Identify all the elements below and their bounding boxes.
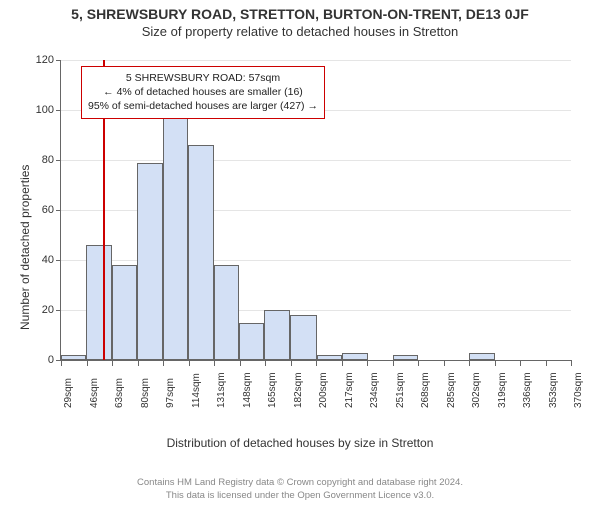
marker-callout: 5 SHREWSBURY ROAD: 57sqm← 4% of detached… xyxy=(81,66,325,119)
x-tick-label: 353sqm xyxy=(548,372,559,408)
x-tick-label: 63sqm xyxy=(114,378,125,408)
x-tick-label: 200sqm xyxy=(318,372,329,408)
x-tick-label: 80sqm xyxy=(140,378,151,408)
histogram-bar xyxy=(317,355,342,360)
histogram-bar xyxy=(112,265,137,360)
histogram-bar xyxy=(86,245,111,360)
histogram-bar xyxy=(163,115,188,360)
y-tick-label: 0 xyxy=(24,354,54,366)
gridline xyxy=(61,60,571,61)
y-tick-label: 60 xyxy=(24,204,54,216)
histogram-bar xyxy=(290,315,317,360)
gridline xyxy=(61,160,571,161)
x-tick-label: 182sqm xyxy=(293,372,304,408)
y-tick-label: 40 xyxy=(24,254,54,266)
histogram-bar xyxy=(469,353,494,361)
x-tick-label: 302sqm xyxy=(471,372,482,408)
x-tick-label: 114sqm xyxy=(191,373,202,408)
x-tick-label: 234sqm xyxy=(369,372,380,408)
histogram-bar xyxy=(264,310,289,360)
x-tick-label: 336sqm xyxy=(522,372,533,408)
x-tick-label: 165sqm xyxy=(267,372,278,408)
x-tick-label: 268sqm xyxy=(420,372,431,408)
page-subtitle: Size of property relative to detached ho… xyxy=(0,24,600,39)
y-tick-label: 80 xyxy=(24,154,54,166)
x-tick-label: 217sqm xyxy=(344,372,355,408)
histogram-bar xyxy=(342,353,367,361)
callout-line: ← 4% of detached houses are smaller (16) xyxy=(88,85,318,99)
x-tick-label: 97sqm xyxy=(165,378,176,408)
x-tick-label: 285sqm xyxy=(446,372,457,408)
x-tick-label: 46sqm xyxy=(89,378,100,408)
y-tick-label: 100 xyxy=(24,104,54,116)
x-tick-label: 370sqm xyxy=(573,372,584,408)
y-tick-label: 20 xyxy=(24,304,54,316)
y-tick-label: 120 xyxy=(24,54,54,66)
plot-area: 5 SHREWSBURY ROAD: 57sqm← 4% of detached… xyxy=(60,60,571,361)
x-tick-label: 319sqm xyxy=(497,372,508,408)
histogram-chart: Number of detached properties 0204060801… xyxy=(0,50,600,430)
histogram-bar xyxy=(188,145,213,360)
footer-line-1: Contains HM Land Registry data © Crown c… xyxy=(137,477,463,488)
footer-attribution: Contains HM Land Registry data © Crown c… xyxy=(0,477,600,502)
x-tick-label: 251sqm xyxy=(395,372,406,408)
histogram-bar xyxy=(61,355,86,360)
x-tick-label: 148sqm xyxy=(242,372,253,408)
x-axis-label: Distribution of detached houses by size … xyxy=(0,436,600,450)
x-tick-label: 29sqm xyxy=(63,378,74,408)
x-tick-label: 131sqm xyxy=(216,372,227,408)
callout-line: 95% of semi-detached houses are larger (… xyxy=(88,99,318,113)
histogram-bar xyxy=(137,163,162,361)
histogram-bar xyxy=(214,265,239,360)
histogram-bar xyxy=(393,355,418,360)
histogram-bar xyxy=(239,323,264,361)
page-title: 5, SHREWSBURY ROAD, STRETTON, BURTON-ON-… xyxy=(0,6,600,22)
footer-line-2: This data is licensed under the Open Gov… xyxy=(166,490,434,501)
callout-line: 5 SHREWSBURY ROAD: 57sqm xyxy=(88,71,318,85)
